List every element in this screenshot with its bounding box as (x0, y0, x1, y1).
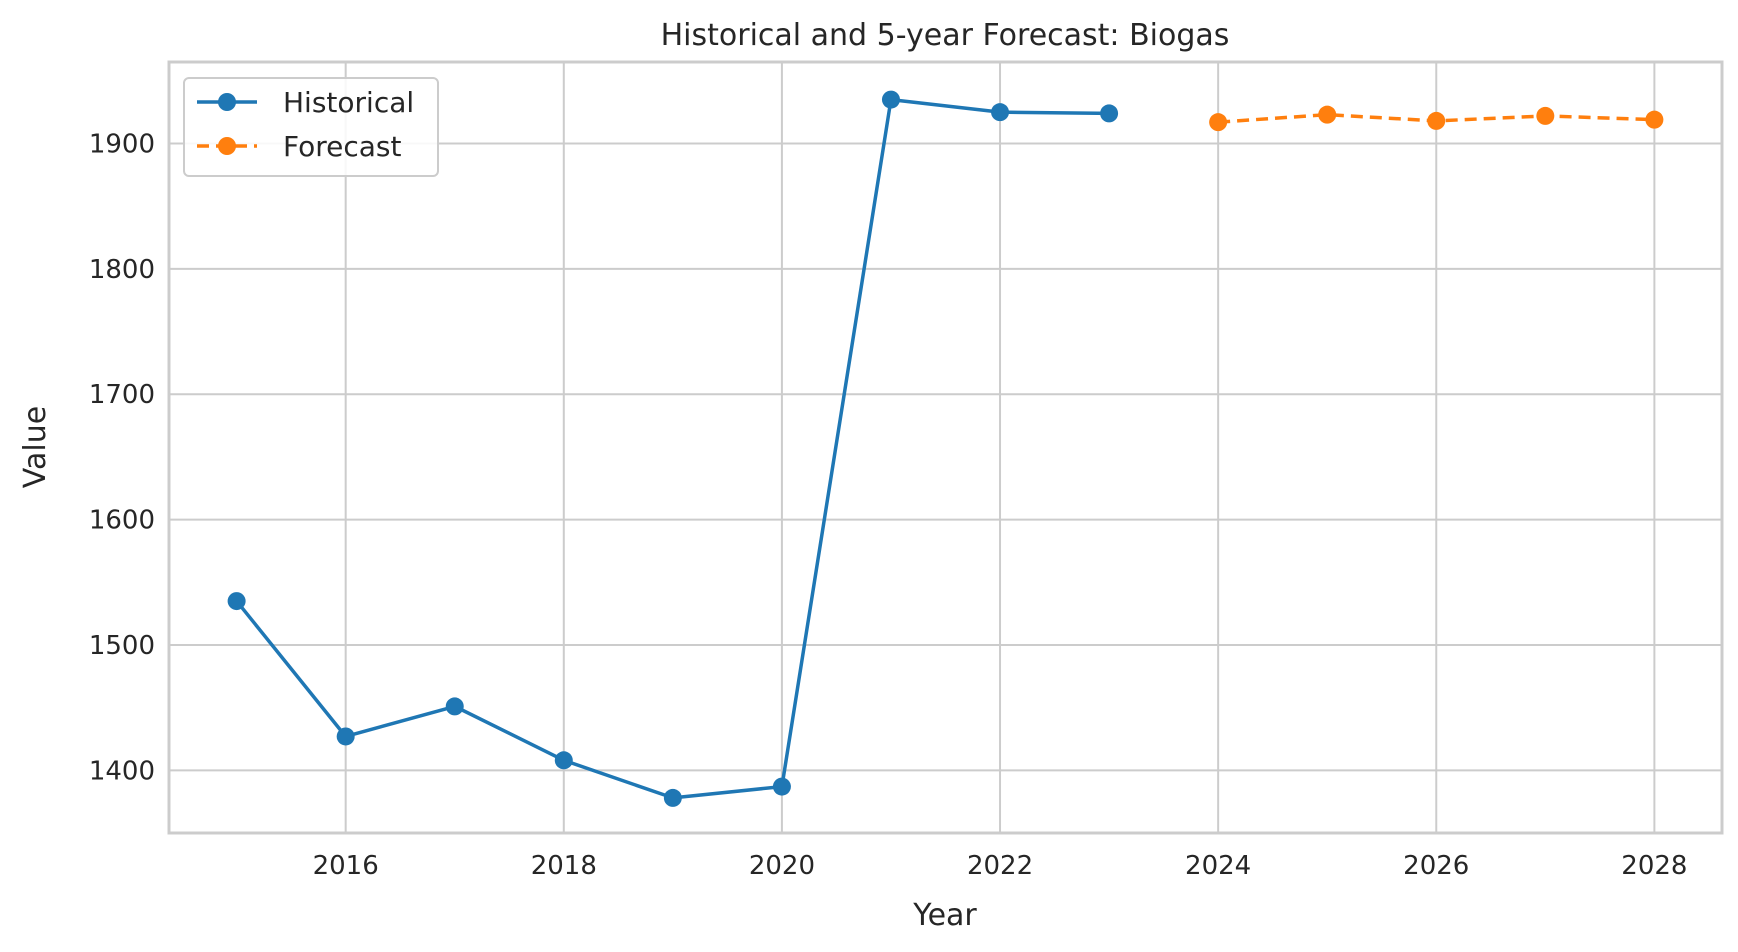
x-tick-label: 2026 (1403, 851, 1469, 881)
historical-series-line (235, 97, 1110, 800)
plot-frame (167, 60, 1724, 835)
legend-historical-label: Historical (283, 86, 414, 119)
y-tick-label: 1800 (89, 255, 155, 285)
x-tick-label: 2018 (531, 851, 597, 881)
x-axis-label: Year (912, 898, 977, 933)
y-axis-label: Value (18, 406, 53, 488)
historical-point (881, 90, 900, 109)
y-tick-label: 1700 (89, 380, 155, 410)
y-tick-label: 1900 (89, 129, 155, 159)
legend: Historical Forecast (183, 77, 439, 177)
legend-forecast-label: Forecast (283, 130, 402, 163)
x-tick-label: 2020 (749, 851, 815, 881)
legend-historical-marker (218, 93, 236, 111)
x-tick-label: 2024 (1185, 851, 1251, 881)
historical-point (336, 727, 355, 746)
series-layer (227, 90, 1664, 807)
x-tick-label: 2028 (1621, 851, 1687, 881)
historical-point (991, 103, 1010, 122)
historical-point (663, 788, 682, 807)
forecast-point (1318, 105, 1337, 124)
historical-point (1100, 104, 1119, 123)
x-tick-label: 2016 (313, 851, 379, 881)
historical-point (227, 592, 246, 611)
y-tick-label: 1600 (89, 506, 155, 536)
y-tick-label: 1400 (89, 756, 155, 786)
historical-point (445, 697, 464, 716)
forecast-point (1645, 110, 1664, 129)
historical-point (554, 751, 573, 770)
x-tick-label: 2022 (967, 851, 1033, 881)
y-tick-label: 1500 (89, 631, 155, 661)
historical-point (772, 777, 791, 796)
chart-title: Historical and 5-year Forecast: Biogas (661, 18, 1230, 53)
legend-forecast-marker (218, 137, 236, 155)
forecast-point (1209, 113, 1228, 132)
grid (169, 62, 1722, 833)
tick-labels: 2016 2018 2020 2022 2024 2026 2028 1400 1500 1600… (89, 129, 1688, 881)
forecast-point (1427, 111, 1446, 130)
forecast-point (1536, 106, 1555, 125)
